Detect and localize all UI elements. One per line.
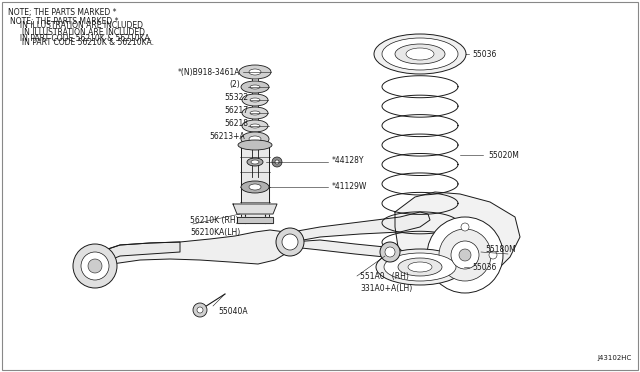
Ellipse shape xyxy=(376,249,464,285)
Ellipse shape xyxy=(238,140,272,150)
Circle shape xyxy=(88,259,102,273)
Ellipse shape xyxy=(247,158,263,166)
Circle shape xyxy=(193,303,207,317)
Ellipse shape xyxy=(241,132,269,146)
Ellipse shape xyxy=(250,98,260,102)
Text: 56213+A: 56213+A xyxy=(209,131,245,141)
Ellipse shape xyxy=(250,111,260,115)
Text: IN ILLUSTRATION ARE INCLUDED: IN ILLUSTRATION ARE INCLUDED xyxy=(8,21,143,30)
Text: IN PART CODE 56210K & 56210KA.: IN PART CODE 56210K & 56210KA. xyxy=(10,38,154,47)
Text: 55180M: 55180M xyxy=(485,246,516,254)
Circle shape xyxy=(451,241,479,269)
Polygon shape xyxy=(292,212,430,242)
Circle shape xyxy=(282,234,298,250)
Circle shape xyxy=(81,252,109,280)
Polygon shape xyxy=(237,217,273,223)
Text: *44128Y: *44128Y xyxy=(332,155,365,164)
Polygon shape xyxy=(241,147,269,217)
Text: 56210K (RH): 56210K (RH) xyxy=(190,215,239,224)
Polygon shape xyxy=(98,242,180,272)
Ellipse shape xyxy=(239,65,271,79)
Text: (2): (2) xyxy=(229,80,240,89)
Text: NOTE; THE PARTS MARKED *: NOTE; THE PARTS MARKED * xyxy=(8,8,116,17)
Text: *(N)B918-3461A: *(N)B918-3461A xyxy=(177,67,240,77)
Circle shape xyxy=(380,242,400,262)
Ellipse shape xyxy=(251,160,259,164)
Text: 551A0   (RH): 551A0 (RH) xyxy=(360,272,409,280)
Circle shape xyxy=(272,157,282,167)
Circle shape xyxy=(197,307,203,313)
Text: 55322: 55322 xyxy=(224,93,248,102)
Circle shape xyxy=(73,244,117,288)
Polygon shape xyxy=(395,192,520,282)
Ellipse shape xyxy=(241,181,269,193)
Text: 56210KA(LH): 56210KA(LH) xyxy=(190,228,240,237)
Ellipse shape xyxy=(242,120,268,132)
Text: IN ILLUSTRATION ARE INCLUDED: IN ILLUSTRATION ARE INCLUDED xyxy=(10,28,145,37)
Ellipse shape xyxy=(250,85,260,89)
Text: 56217: 56217 xyxy=(224,106,248,115)
Ellipse shape xyxy=(374,34,466,74)
Text: J43102HC: J43102HC xyxy=(598,355,632,361)
Ellipse shape xyxy=(242,94,268,106)
Text: NOTE; THE PARTS MARKED *: NOTE; THE PARTS MARKED * xyxy=(10,17,118,26)
Circle shape xyxy=(385,247,395,257)
Text: 55020M: 55020M xyxy=(488,151,519,160)
Ellipse shape xyxy=(249,136,261,142)
Ellipse shape xyxy=(398,258,442,276)
Polygon shape xyxy=(233,204,277,214)
Ellipse shape xyxy=(250,124,260,128)
Ellipse shape xyxy=(408,262,432,272)
Ellipse shape xyxy=(249,184,261,190)
Text: 55036: 55036 xyxy=(472,49,497,58)
Polygon shape xyxy=(292,240,395,257)
Ellipse shape xyxy=(406,48,434,60)
Text: 55040A: 55040A xyxy=(218,308,248,317)
Text: 55036: 55036 xyxy=(472,263,497,272)
Circle shape xyxy=(459,249,471,261)
Ellipse shape xyxy=(249,69,261,75)
Text: IN PART CODE 56210K & 56210KA.: IN PART CODE 56210K & 56210KA. xyxy=(8,34,152,43)
Ellipse shape xyxy=(384,253,456,281)
Ellipse shape xyxy=(395,44,445,64)
Ellipse shape xyxy=(242,107,268,119)
Ellipse shape xyxy=(241,81,269,93)
Text: 331A0+A(LH): 331A0+A(LH) xyxy=(360,283,412,292)
Circle shape xyxy=(489,251,497,259)
Ellipse shape xyxy=(382,38,458,70)
Circle shape xyxy=(461,223,469,231)
Circle shape xyxy=(275,160,279,164)
Text: *41129W: *41129W xyxy=(332,182,367,190)
Polygon shape xyxy=(98,230,292,272)
Text: 56218: 56218 xyxy=(224,119,248,128)
Circle shape xyxy=(276,228,304,256)
Circle shape xyxy=(427,217,503,293)
Circle shape xyxy=(439,229,491,281)
